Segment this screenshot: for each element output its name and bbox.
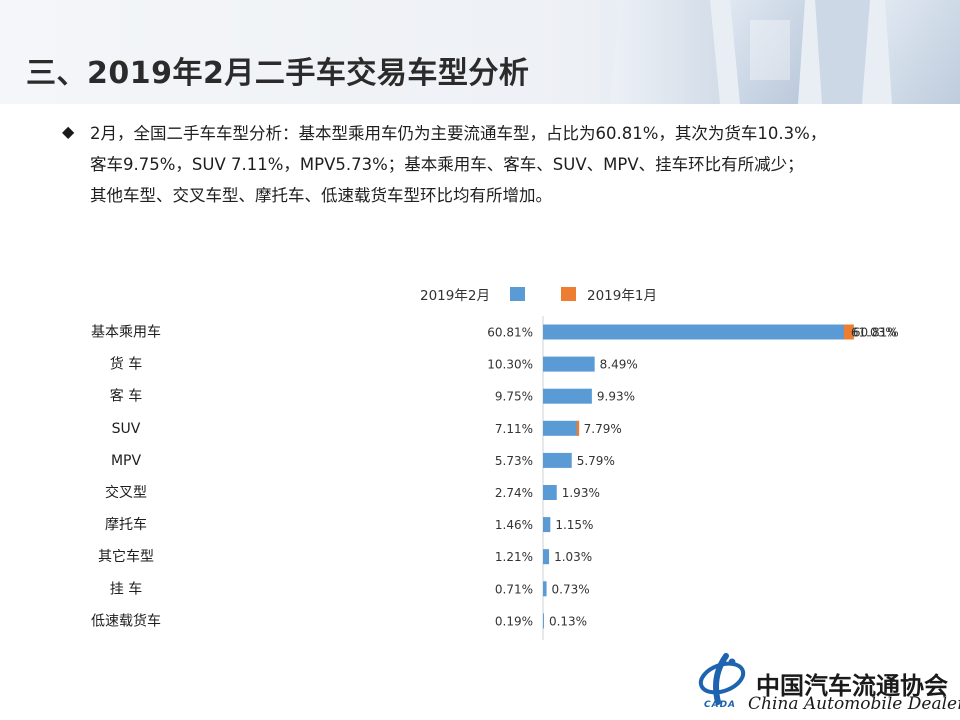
data-label-series-1: 7.11% xyxy=(495,422,533,436)
cada-emblem-icon xyxy=(698,653,746,705)
logo-name-en: China Automobile Dealers xyxy=(748,694,960,714)
header-band: 三、2019年2月二手车交易车型分析 xyxy=(0,0,960,104)
diamond-bullet-icon: ◆ xyxy=(62,122,75,141)
bar-series-1 xyxy=(543,388,592,404)
data-label-series-1: 9.75% xyxy=(495,390,533,404)
category-label: 挂 车 xyxy=(110,580,142,597)
category-label: 低速载货车 xyxy=(91,612,161,629)
data-label-series-1: 1.46% xyxy=(495,518,533,532)
data-label-series-1: 0.19% xyxy=(495,614,533,628)
data-label-series-2: 61.03% xyxy=(851,326,897,340)
data-label-series-2: 1.03% xyxy=(554,550,592,564)
data-label-series-1: 5.73% xyxy=(495,454,533,468)
category-label: 其它车型 xyxy=(98,548,154,565)
bar-series-2 xyxy=(576,420,580,436)
logo-abbreviation: CADA xyxy=(704,700,737,710)
data-label-series-2: 5.79% xyxy=(577,454,615,468)
data-label-series-2: 7.79% xyxy=(584,422,622,436)
category-label: 基本乘用车 xyxy=(91,324,161,341)
data-label-series-1: 0.71% xyxy=(495,582,533,596)
data-label-series-2: 1.93% xyxy=(562,486,600,500)
data-label-series-1: 1.21% xyxy=(495,550,533,564)
data-label-series-2: 9.93% xyxy=(597,390,635,404)
summary-line-1: 2月，全国二手车车型分析：基本型乘用车仍为主要流通车型，占比为60.81%，其次… xyxy=(90,124,827,143)
data-label-series-1: 2.74% xyxy=(495,486,533,500)
category-label: 货 车 xyxy=(110,356,142,373)
legend-swatch-series-2 xyxy=(561,287,576,301)
bar-series-1 xyxy=(543,581,547,597)
bar-series-1 xyxy=(543,613,544,629)
bar-series-2 xyxy=(843,324,854,340)
bar-series-1 xyxy=(543,420,579,436)
bar-series-1 xyxy=(543,356,595,372)
bar-series-1 xyxy=(543,549,550,565)
category-label: MPV xyxy=(111,453,142,469)
header-decor-image xyxy=(600,0,960,104)
data-label-series-1-end: 60.81% xyxy=(853,326,899,340)
logo-name-cn: 中国汽车流通协会 xyxy=(756,672,948,700)
data-label-series-2: 1.15% xyxy=(555,518,593,532)
data-label-series-1: 10.30% xyxy=(487,358,533,372)
legend-label-series-1: 2019年2月 xyxy=(420,288,490,304)
page-title: 三、2019年2月二手车交易车型分析 xyxy=(26,56,530,91)
summary-line-3: 其他车型、交叉车型、摩托车、低速载货车型环比均有所增加。 xyxy=(90,186,552,205)
bar-series-1 xyxy=(543,485,557,500)
cada-logo: CADA 中国汽车流通协会 China Automobile Dealers xyxy=(692,652,960,716)
category-label: 交叉型 xyxy=(105,484,147,501)
data-label-series-2: 0.13% xyxy=(549,614,587,628)
bar-series-1 xyxy=(543,517,551,533)
category-label: 摩托车 xyxy=(105,516,147,533)
data-label-series-1: 60.81% xyxy=(487,326,533,340)
bar-series-1 xyxy=(543,324,848,340)
legend-label-series-2: 2019年1月 xyxy=(587,288,657,304)
summary-text: 2月，全国二手车车型分析：基本型乘用车仍为主要流通车型，占比为60.81%，其次… xyxy=(90,118,920,211)
data-label-series-2: 0.73% xyxy=(552,582,590,596)
legend-swatch-series-1 xyxy=(510,287,525,301)
category-label: 客 车 xyxy=(110,388,142,405)
summary-line-2: 客车9.75%，SUV 7.11%，MPV5.73%；基本乘用车、客车、SUV、… xyxy=(90,155,804,174)
data-label-series-2: 8.49% xyxy=(600,358,638,372)
bar-series-1 xyxy=(543,452,572,468)
category-label: SUV xyxy=(112,421,141,437)
